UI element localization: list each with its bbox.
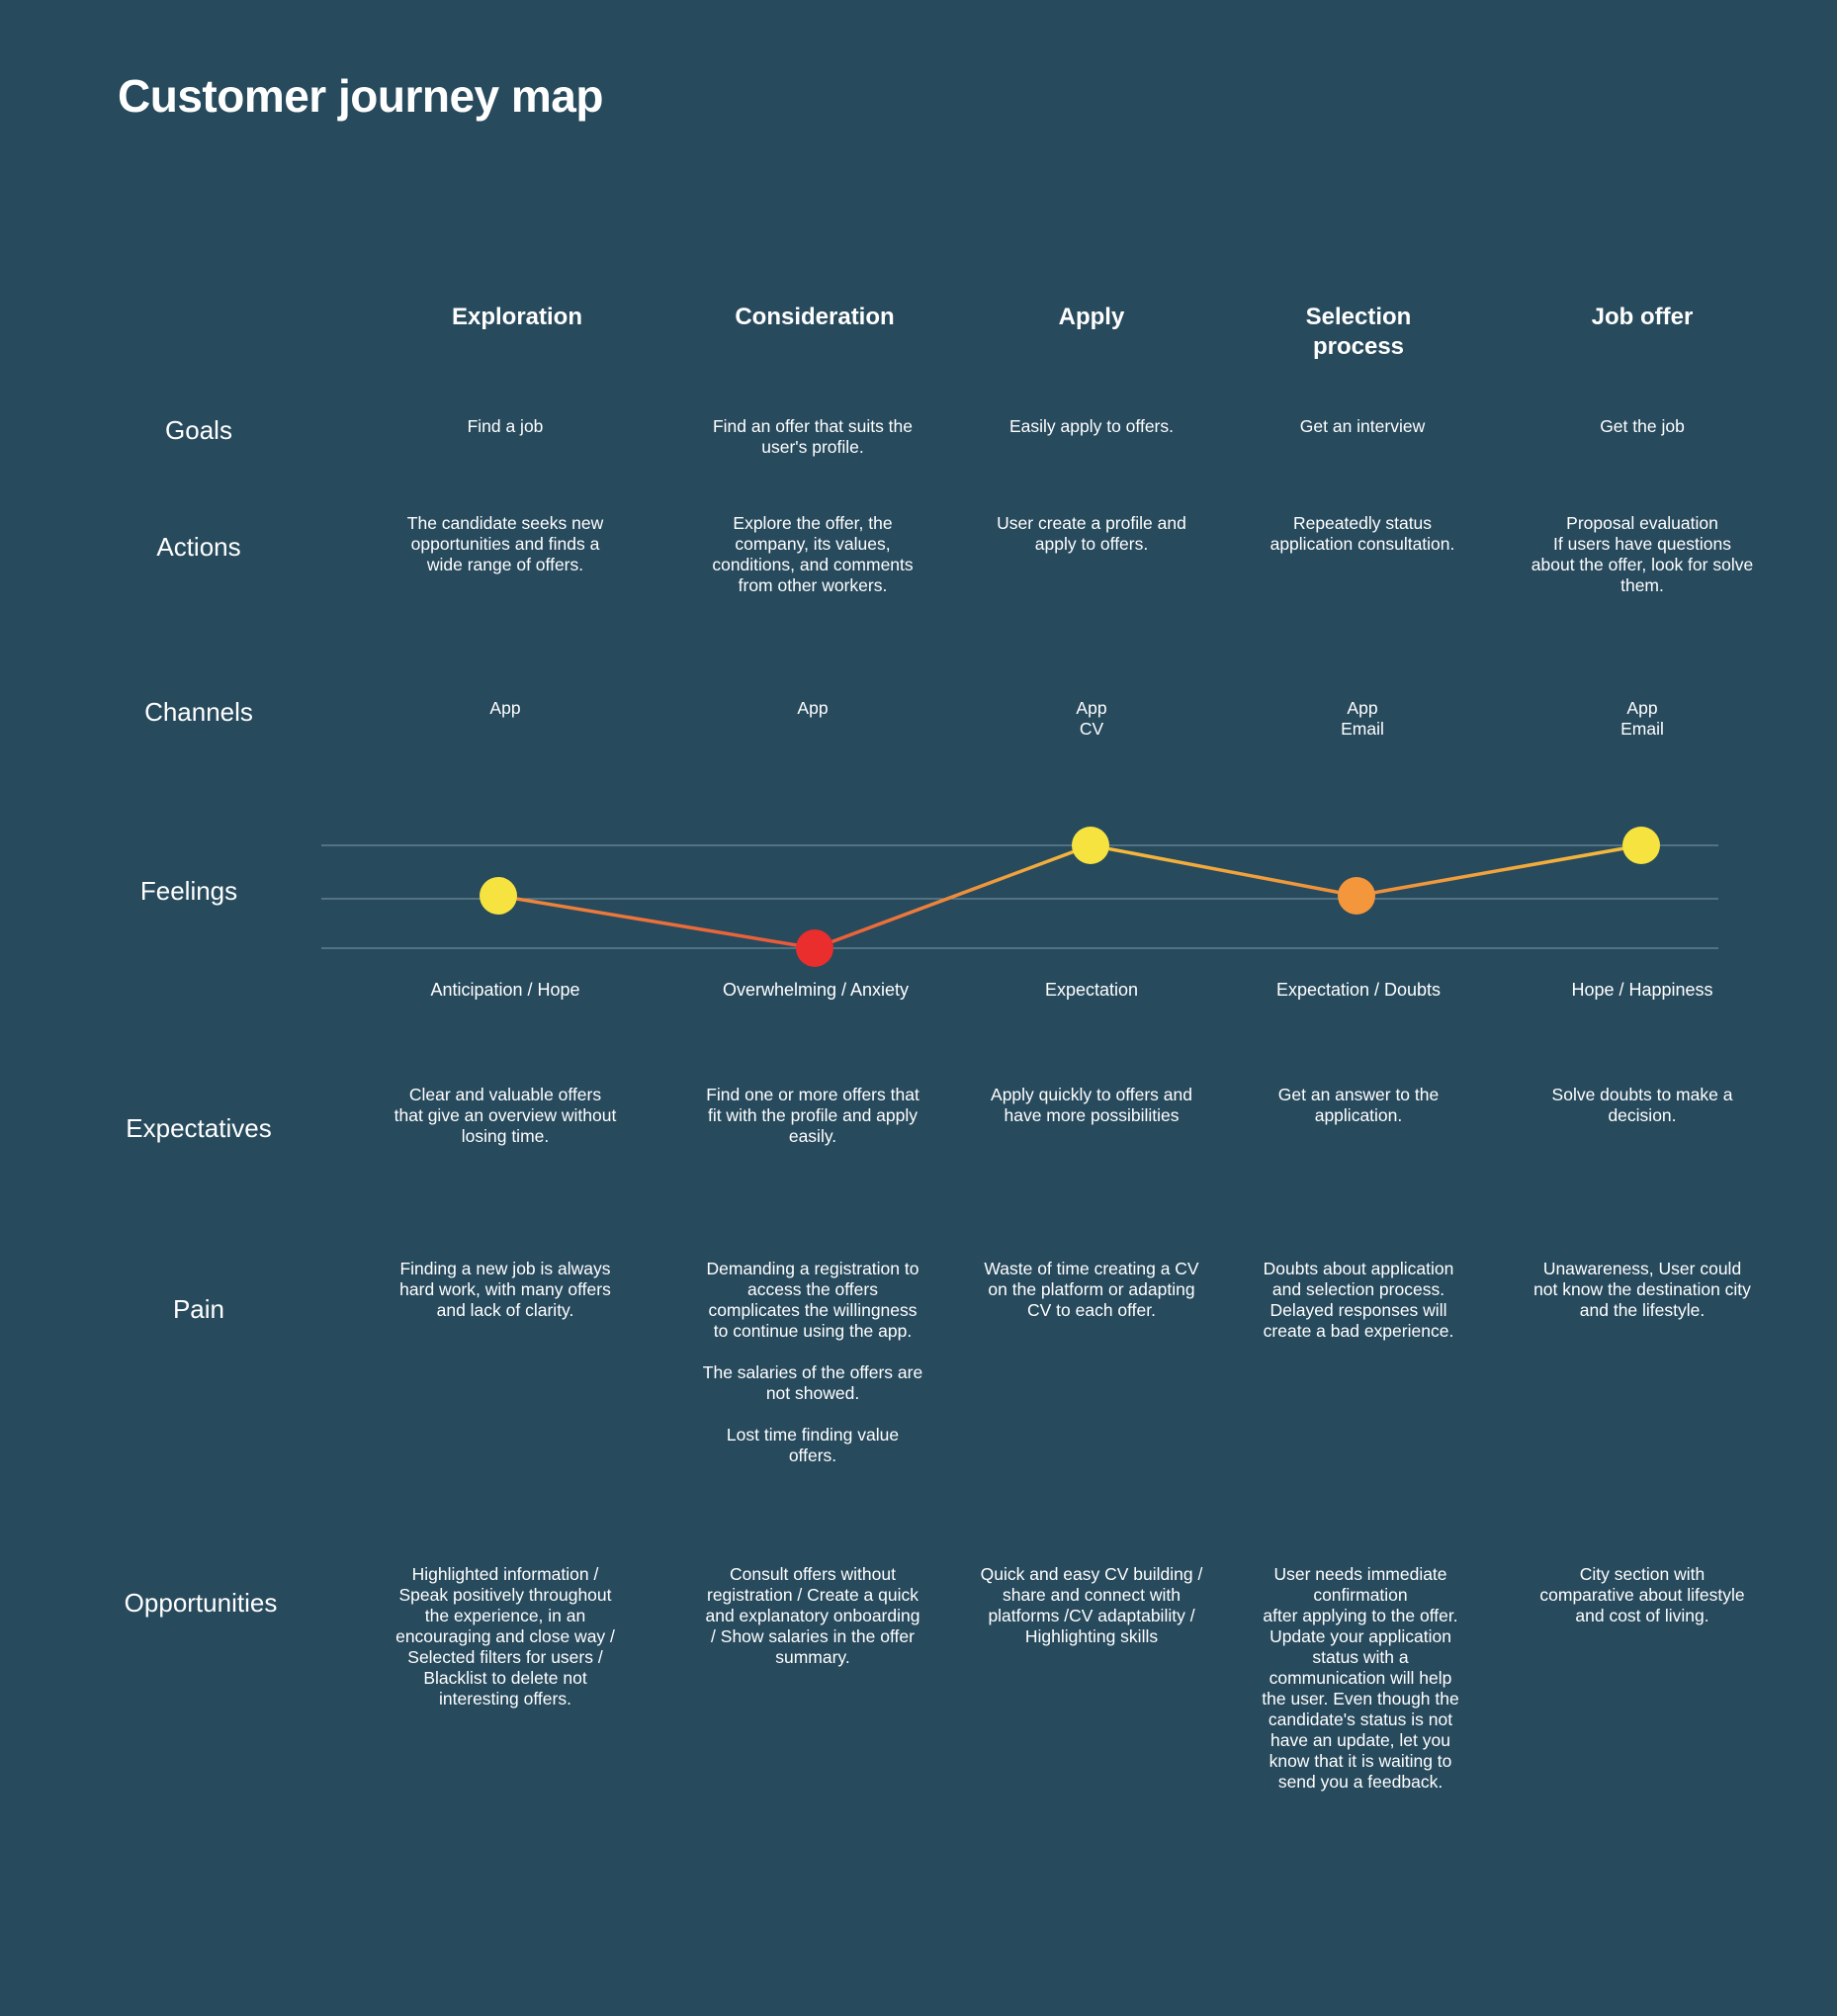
feeling-label-job-offer: Hope / Happiness bbox=[1571, 980, 1713, 1000]
action-selection-process: Repeatedly status application consultati… bbox=[1269, 513, 1455, 554]
stage-selection-process: Selection process bbox=[1305, 304, 1412, 360]
goal-job-offer: Get the job bbox=[1600, 416, 1685, 436]
stage-job-offer: Job offer bbox=[1591, 304, 1694, 330]
feelings-curve bbox=[321, 827, 1718, 967]
goal-exploration: Find a job bbox=[467, 416, 544, 436]
expectative-selection-process: Get an answer to the application. bbox=[1277, 1085, 1440, 1125]
stage-consideration: Consideration bbox=[735, 304, 895, 330]
expectative-job-offer: Solve doubts to make a decision. bbox=[1551, 1085, 1733, 1125]
channel-consideration: App bbox=[797, 698, 829, 718]
pain-exploration: Finding a new job is always hard work, w… bbox=[399, 1259, 611, 1320]
goal-apply: Easily apply to offers. bbox=[1008, 416, 1174, 436]
stage-apply: Apply bbox=[1058, 304, 1125, 330]
expectative-exploration: Clear and valuable offers that give an o… bbox=[394, 1085, 617, 1146]
row-label-expectatives: Expectatives bbox=[126, 1113, 272, 1143]
pain-consideration: Demanding a registration to access the o… bbox=[702, 1259, 923, 1465]
feeling-label-apply: Expectation bbox=[1044, 980, 1139, 1000]
feelings-line bbox=[497, 843, 1642, 950]
feeling-label-exploration: Anticipation / Hope bbox=[430, 980, 580, 1000]
row-label-goals: Goals bbox=[165, 415, 232, 445]
channel-selection-process: App Email bbox=[1341, 698, 1384, 739]
feeling-label-consideration: Overwhelming / Anxiety bbox=[722, 980, 910, 1000]
action-apply: User create a profile and apply to offer… bbox=[997, 513, 1186, 554]
stage-exploration: Exploration bbox=[451, 304, 582, 330]
row-label-channels: Channels bbox=[144, 697, 253, 727]
pain-job-offer: Unawareness, User could not know the des… bbox=[1533, 1259, 1751, 1320]
feeling-dot-exploration bbox=[480, 877, 517, 915]
expectative-apply: Apply quickly to offers and have more po… bbox=[991, 1085, 1192, 1125]
opportunity-apply: Quick and easy CV building / share and c… bbox=[980, 1564, 1203, 1646]
action-exploration: The candidate seeks new opportunities an… bbox=[406, 513, 604, 574]
row-label-actions: Actions bbox=[156, 532, 241, 562]
channel-exploration: App bbox=[489, 698, 521, 718]
goal-consideration: Find an offer that suits the user's prof… bbox=[712, 416, 914, 457]
opportunity-selection-process: User needs immediate confirmation after … bbox=[1262, 1564, 1459, 1792]
opportunity-job-offer: City section with comparative about life… bbox=[1539, 1564, 1745, 1625]
pain-selection-process: Doubts about application and selection p… bbox=[1263, 1259, 1454, 1341]
page-title: Customer journey map bbox=[118, 70, 604, 122]
expectative-consideration: Find one or more offers that fit with th… bbox=[706, 1085, 919, 1146]
row-label-feelings: Feelings bbox=[139, 876, 238, 906]
feeling-dot-selection-process bbox=[1338, 877, 1375, 915]
goal-selection-process: Get an interview bbox=[1299, 416, 1426, 436]
feeling-dot-apply bbox=[1072, 827, 1109, 864]
opportunity-exploration: Highlighted information / Speak positive… bbox=[395, 1564, 615, 1709]
channel-job-offer: App Email bbox=[1620, 698, 1664, 739]
channel-apply: App CV bbox=[1076, 698, 1107, 739]
opportunity-consideration: Consult offers without registration / Cr… bbox=[705, 1564, 920, 1667]
pain-apply: Waste of time creating a CV on the platf… bbox=[984, 1259, 1199, 1320]
row-label-opportunities: Opportunities bbox=[124, 1588, 278, 1618]
action-job-offer: Proposal evaluation If users have questi… bbox=[1531, 513, 1754, 595]
action-consideration: Explore the offer, the company, its valu… bbox=[712, 513, 914, 595]
feeling-label-selection-process: Expectation / Doubts bbox=[1275, 980, 1442, 1000]
feeling-dot-consideration bbox=[796, 929, 833, 967]
feeling-dot-job-offer bbox=[1622, 827, 1660, 864]
row-label-pain: Pain bbox=[172, 1294, 225, 1324]
